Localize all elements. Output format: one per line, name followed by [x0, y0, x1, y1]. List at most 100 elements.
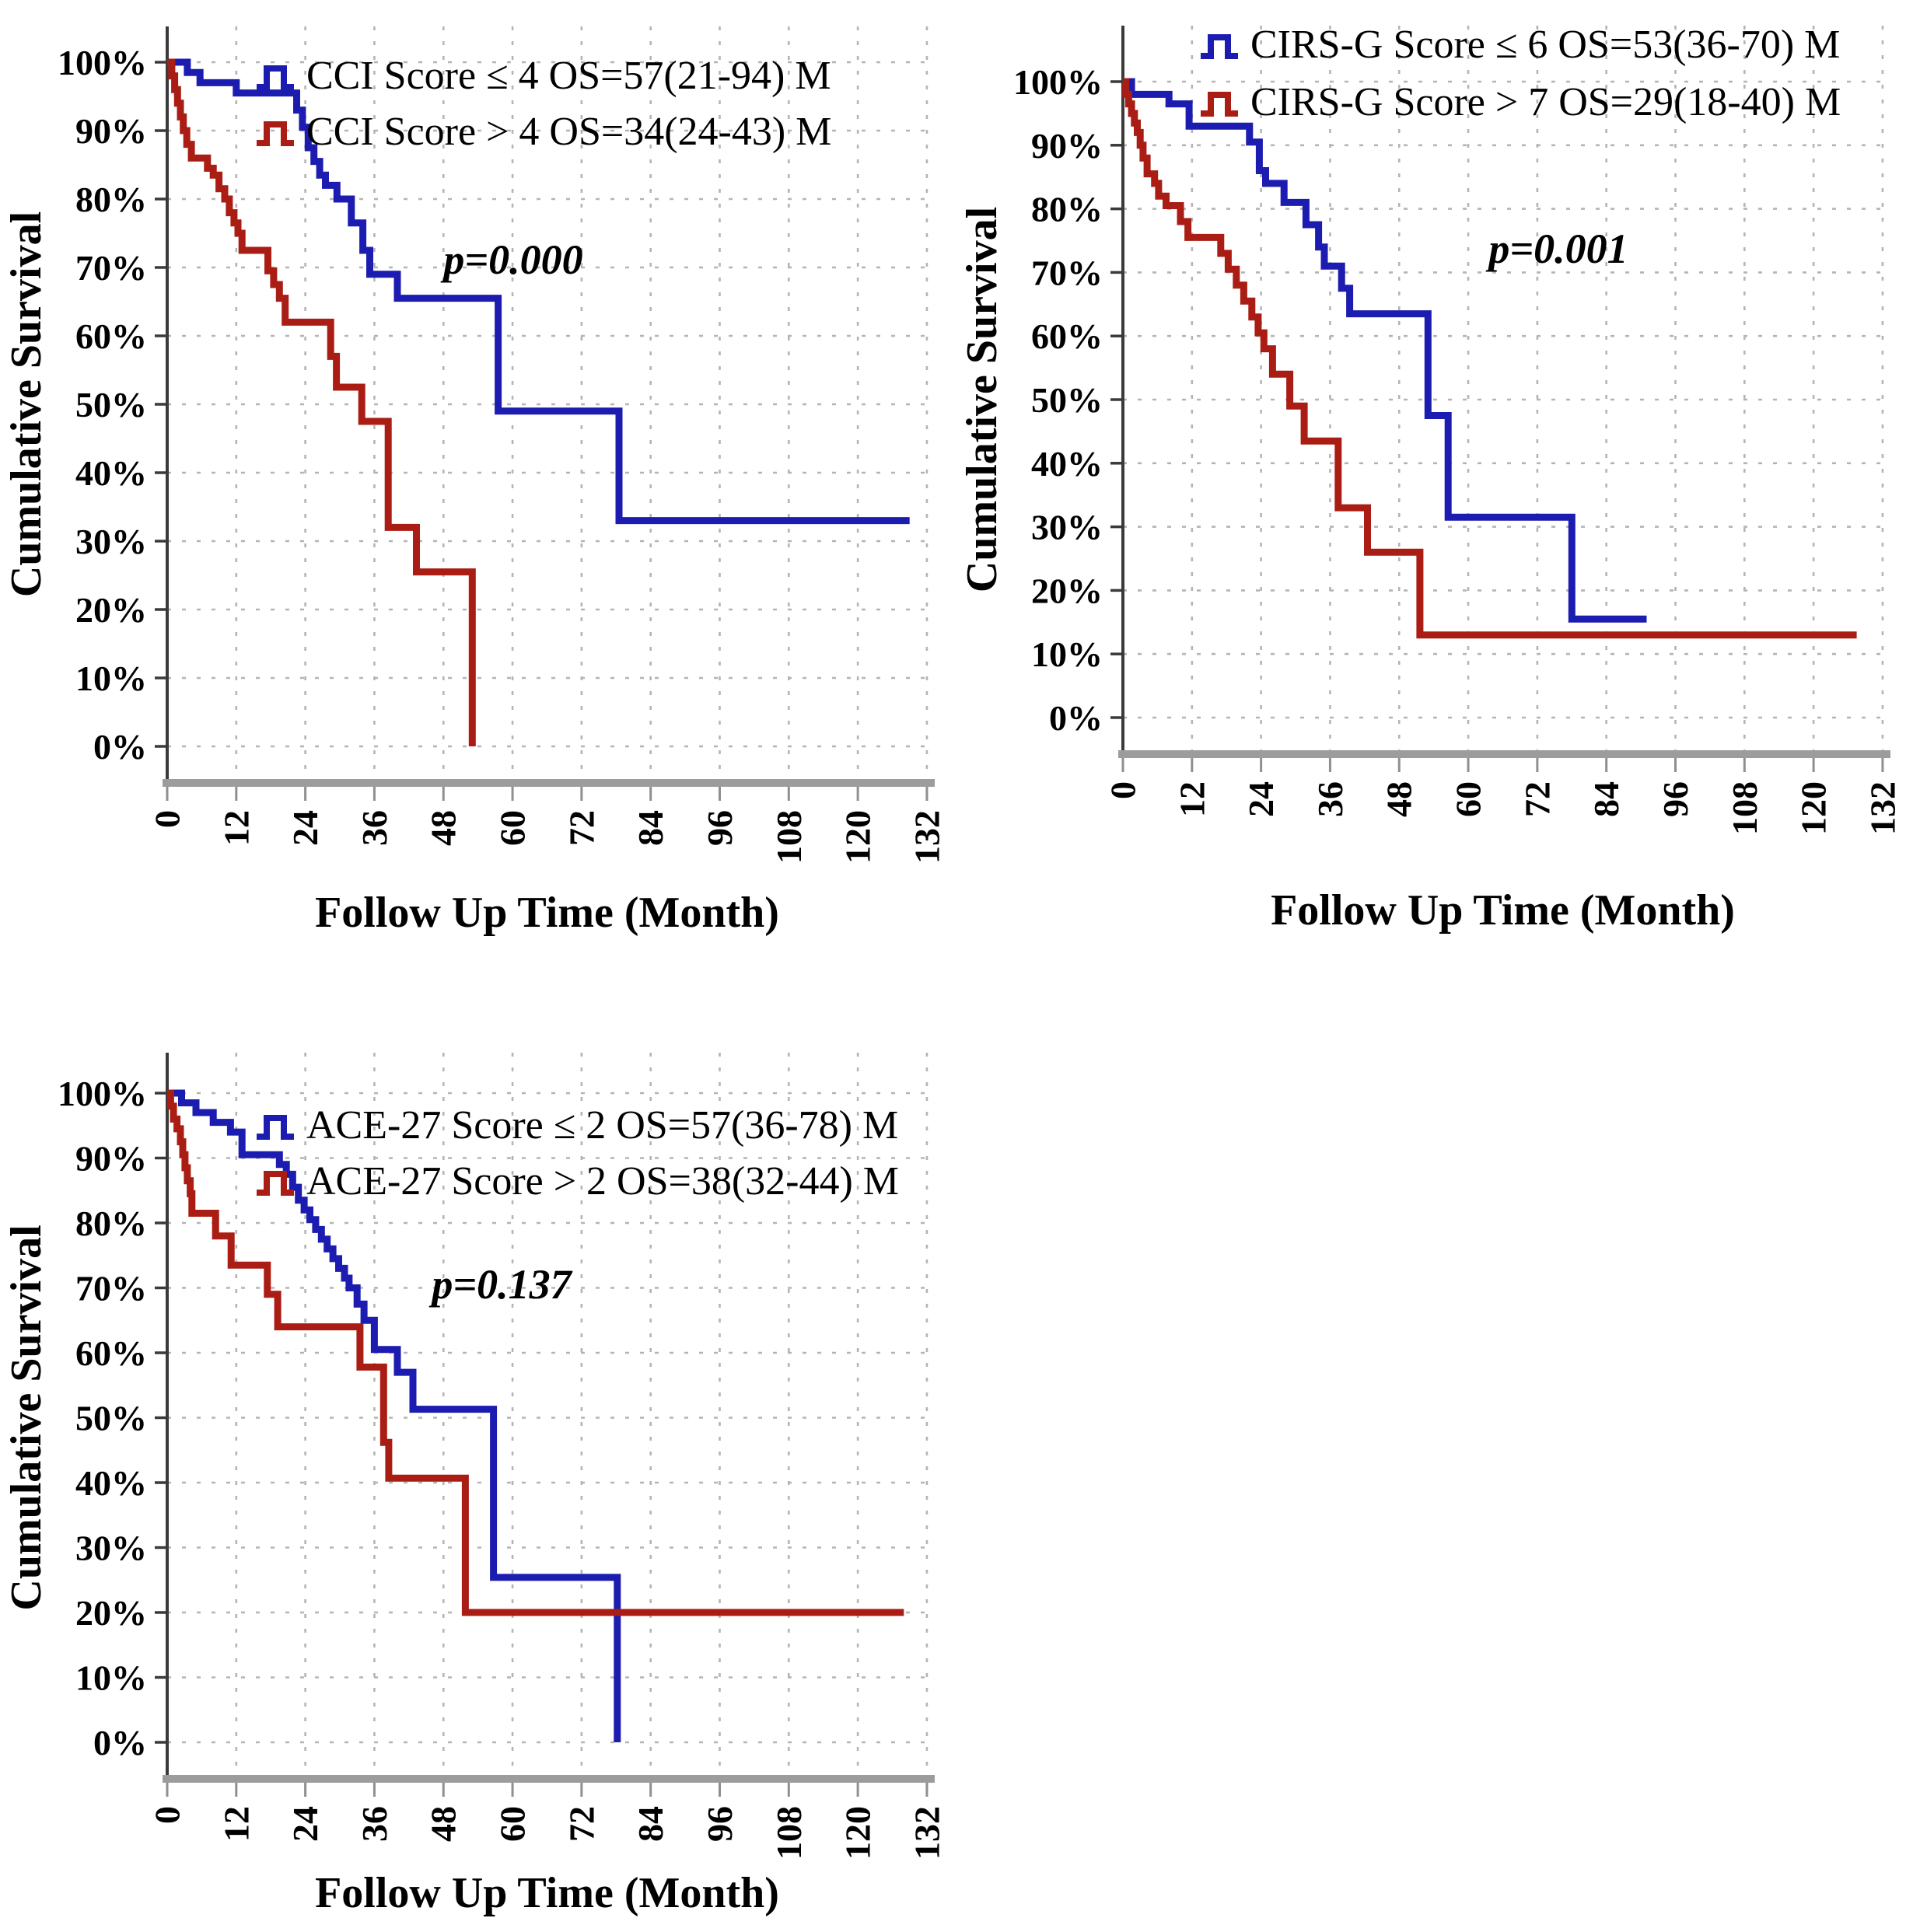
x-axis-tick-label: 72	[561, 810, 601, 846]
y-axis-tick-label: 30%	[75, 1528, 147, 1568]
legend-marker-red	[257, 121, 294, 146]
survival-curve-blue	[167, 58, 910, 525]
x-axis-tick-label: 48	[424, 810, 463, 846]
y-axis-tick-label: 90%	[1031, 126, 1103, 166]
y-axis-tick-label: 10%	[1031, 634, 1103, 674]
x-axis-title: Follow Up Time (Month)	[315, 1869, 779, 1917]
p-value-label: p=0.137	[428, 1261, 572, 1308]
legend-entry-label: CCI Score ≤ 4 OS=57(21-94) M	[306, 54, 831, 98]
survival-curve-blue	[167, 1089, 621, 1742]
y-axis-title: Cumulative Survival	[958, 207, 1006, 592]
y-axis-tick-label: 30%	[75, 522, 147, 561]
x-axis-tick-label: 0	[148, 810, 187, 828]
y-axis-tick-label: 70%	[75, 1269, 147, 1308]
x-axis-tick-label: 0	[148, 1806, 187, 1824]
legend-entry-label: ACE-27 Score ≤ 2 OS=57(36-78) M	[306, 1103, 898, 1148]
x-axis-line	[163, 1775, 935, 1783]
p-value-label: p=0.000	[440, 236, 582, 283]
legend-marker-blue	[257, 1115, 294, 1140]
x-axis-tick-label: 60	[493, 810, 533, 846]
x-axis-tick-label: 84	[631, 810, 670, 846]
x-axis-tick-label: 60	[493, 1806, 533, 1842]
x-axis-tick-label: 72	[1517, 781, 1557, 817]
x-axis-tick-label: 12	[216, 810, 256, 846]
y-axis-tick-label: 90%	[75, 1139, 147, 1179]
x-axis-line	[163, 779, 935, 787]
x-axis-tick-label: 12	[1172, 781, 1212, 817]
y-axis-tick-label: 40%	[75, 453, 147, 493]
legend-marker-red	[1201, 92, 1238, 117]
y-axis-tick-label: 80%	[75, 180, 147, 219]
x-axis-tick-label: 48	[1380, 781, 1419, 817]
y-axis-tick-label: 50%	[1031, 380, 1103, 420]
y-axis-tick-label: 20%	[75, 590, 147, 630]
y-axis-tick-label: 40%	[75, 1463, 147, 1503]
y-axis-tick-label: 90%	[75, 111, 147, 151]
km-chart-ace27: 100% 90% 80% 70% 60% 50% 40% 30% 20% 10% 0% 0 12 24 36…	[0, 1025, 964, 1932]
y-axis-tick-label: 100%	[58, 1074, 147, 1113]
x-axis-tick-label: 96	[1656, 781, 1695, 817]
legend-entry-label: CIRS-G Score > 7 OS=29(18-40) M	[1250, 80, 1841, 124]
survival-curve-red	[167, 58, 476, 746]
y-axis-tick-label: 0%	[93, 1723, 147, 1763]
y-axis-tick-label: 10%	[75, 1658, 147, 1698]
x-axis-tick-label: 132	[907, 1806, 946, 1860]
y-axis-tick-label: 20%	[1031, 571, 1103, 610]
km-chart-cci: 100% 90% 80% 70% 60% 50% 40% 30% 20% 10% 0% 0 12 24 36…	[0, 0, 964, 972]
y-axis-title: Cumulative Survival	[2, 211, 51, 597]
y-axis-tick-label: 100%	[1013, 62, 1103, 102]
survival-curve-blue	[1123, 78, 1647, 623]
x-axis-tick-label: 84	[1586, 781, 1626, 817]
y-axis-tick-label: 80%	[75, 1204, 147, 1243]
y-axis-tick-label: 0%	[1049, 698, 1103, 738]
y-axis-tick-label: 30%	[1031, 508, 1103, 547]
legend-marker-red	[257, 1171, 294, 1196]
x-axis-tick-label: 24	[1241, 781, 1281, 817]
legend-entry-label: CCI Score > 4 OS=34(24-43) M	[306, 110, 831, 154]
y-axis-title: Cumulative Survival	[2, 1225, 51, 1610]
p-value-label: p=0.001	[1485, 225, 1628, 272]
x-axis-tick-label: 36	[1310, 781, 1350, 817]
y-axis-tick-label: 50%	[75, 385, 147, 424]
y-axis-tick-label: 20%	[75, 1593, 147, 1633]
y-axis-tick-label: 40%	[1031, 444, 1103, 484]
x-axis-tick-label: 96	[700, 810, 740, 846]
x-axis-tick-label: 24	[285, 810, 325, 846]
x-axis-title: Follow Up Time (Month)	[315, 889, 779, 937]
x-axis-tick-label: 120	[838, 1806, 878, 1860]
legend-entry-label: ACE-27 Score > 2 OS=38(32-44) M	[306, 1159, 899, 1204]
y-axis-tick-label: 80%	[1031, 190, 1103, 229]
y-axis-tick-label: 60%	[75, 316, 147, 356]
x-axis-tick-label: 84	[631, 1806, 670, 1842]
x-axis-tick-label: 120	[1794, 781, 1834, 835]
cci-plot-svg: 100% 90% 80% 70% 60% 50% 40% 30% 20% 10% 0% 0 12 24 36…	[2, 26, 946, 937]
x-axis-tick-label: 72	[561, 1806, 601, 1842]
survival-curve-red	[1122, 78, 1857, 639]
x-axis-tick-label: 0	[1103, 781, 1143, 799]
y-axis-tick-label: 70%	[75, 248, 147, 288]
x-axis-tick-label: 36	[355, 1806, 394, 1842]
y-axis-tick-label: 10%	[75, 659, 147, 698]
y-axis-tick-label: 60%	[75, 1333, 147, 1373]
x-axis-title: Follow Up Time (Month)	[1271, 886, 1735, 935]
y-axis-tick-label: 60%	[1031, 316, 1103, 356]
survival-curve-red	[166, 1089, 904, 1616]
x-axis-tick-label: 60	[1449, 781, 1488, 817]
x-axis-tick-label: 36	[355, 810, 394, 846]
x-axis-tick-label: 108	[769, 1806, 809, 1860]
y-axis-tick-label: 70%	[1031, 253, 1103, 292]
x-axis-tick-label: 96	[700, 1806, 740, 1842]
y-axis-tick-label: 100%	[58, 43, 147, 82]
x-axis-tick-label: 12	[216, 1806, 256, 1842]
x-axis-line	[1118, 750, 1890, 758]
x-axis-tick-label: 108	[769, 810, 809, 864]
x-axis-tick-label: 48	[424, 1806, 463, 1842]
ace27-plot-svg: 100% 90% 80% 70% 60% 50% 40% 30% 20% 10% 0% 0 12 24 36…	[2, 1053, 946, 1917]
x-axis-tick-label: 108	[1725, 781, 1764, 835]
x-axis-tick-label: 120	[838, 810, 878, 864]
y-axis-tick-label: 50%	[75, 1399, 147, 1438]
cirsg-plot-svg: 100% 90% 80% 70% 60% 50% 40% 30% 20% 10% 0% 0 12 24 36…	[958, 23, 1902, 935]
legend-marker-blue	[1201, 34, 1238, 59]
x-axis-tick-label: 24	[285, 1806, 325, 1842]
x-axis-tick-label: 132	[907, 810, 946, 864]
